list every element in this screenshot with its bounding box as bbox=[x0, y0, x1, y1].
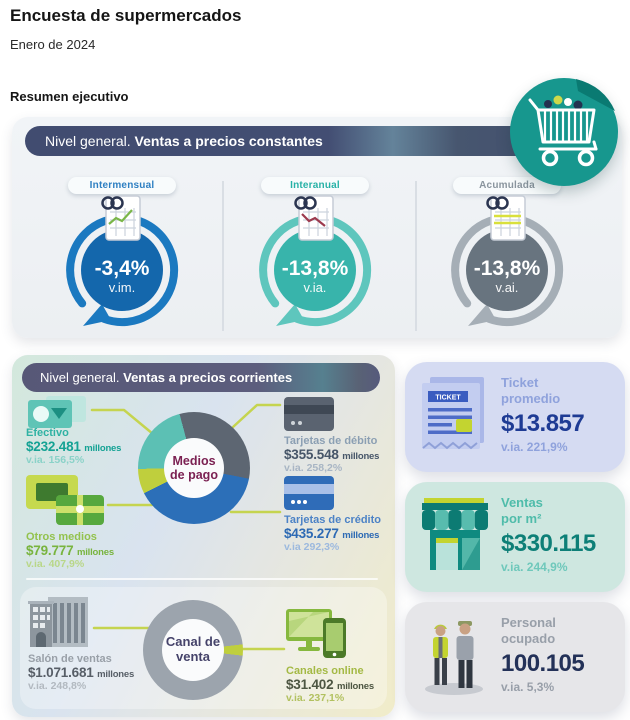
header-title: Ventas a precios corrientes bbox=[123, 370, 293, 385]
card-ticket-promedio: TICKET Ticket promedio $13.857 v.ia. 221… bbox=[405, 362, 625, 472]
payment-donut-center-label: Medios de pago bbox=[170, 454, 218, 482]
channel-amount: $1.071.681 bbox=[28, 665, 94, 680]
payment-variation: v.ia. 156,5% bbox=[26, 454, 85, 466]
page-period: Enero de 2024 bbox=[10, 37, 96, 52]
payment-unit: millones bbox=[84, 443, 122, 454]
channel-unit: millones bbox=[336, 681, 374, 692]
page-title: Encuesta de supermercados bbox=[10, 6, 242, 25]
gauge-label-interanual: Interanual bbox=[261, 177, 369, 194]
card-label: promedio bbox=[501, 391, 561, 406]
store-building-icon bbox=[28, 597, 88, 647]
channel-name: Salón de ventas bbox=[28, 653, 112, 665]
card-value: $13.857 bbox=[501, 410, 585, 437]
payment-unit: millones bbox=[76, 547, 114, 558]
payment-donut-hole: Medios de pago bbox=[164, 438, 224, 498]
current-prices-header: Nivel general. Ventas a precios corrient… bbox=[22, 363, 380, 392]
column-divider bbox=[222, 181, 224, 331]
channel-item-online: Canales online $31.402 millones v.ia. 23… bbox=[286, 665, 374, 704]
header-prefix: Nivel general. bbox=[45, 133, 131, 149]
channel-item-salon: Salón de ventas $1.071.681 millones v.ia… bbox=[28, 653, 134, 692]
gauge-value: -13,8% bbox=[474, 257, 541, 280]
payment-name: Otros medios bbox=[26, 531, 97, 543]
payment-amount: $79.777 bbox=[26, 543, 74, 558]
payment-variation: v.ia. 258,2% bbox=[284, 462, 343, 474]
payment-donut: Medios de pago bbox=[138, 412, 250, 524]
gauge-value: -13,8% bbox=[282, 257, 349, 280]
card-value: $330.115 bbox=[501, 530, 596, 557]
channel-name: Canales online bbox=[286, 665, 364, 677]
channel-ring-hole: Canal de venta bbox=[162, 619, 224, 681]
card-label: Ventas bbox=[501, 495, 543, 510]
payment-amount: $435.277 bbox=[284, 526, 339, 541]
shopping-cart-icon bbox=[528, 79, 615, 167]
gauge-value: -3,4% bbox=[95, 257, 150, 280]
debit-card-icon bbox=[284, 397, 334, 431]
gauge-acumulada: -13,8% v.ai. bbox=[451, 195, 564, 327]
section-divider bbox=[26, 578, 378, 580]
channel-amount: $31.402 bbox=[286, 677, 334, 692]
payment-variation: v.ia 292,3% bbox=[284, 541, 340, 553]
gauge-label-intermensual: Intermensual bbox=[68, 177, 176, 194]
current-prices-panel: Nivel general. Ventas a precios corrient… bbox=[12, 355, 395, 717]
header-title: Ventas a precios constantes bbox=[134, 133, 323, 149]
channel-variation: v.ia. 237,1% bbox=[286, 692, 345, 704]
section-heading: Resumen ejecutivo bbox=[10, 89, 129, 104]
credit-card-icon bbox=[284, 476, 334, 510]
cart-badge bbox=[510, 78, 618, 186]
channel-ring: Canal de venta bbox=[143, 600, 243, 700]
payment-name: Tarjetas de crédito bbox=[284, 514, 381, 526]
card-variation: v.ia. 221,9% bbox=[501, 440, 568, 454]
payment-unit: millones bbox=[342, 451, 380, 462]
gauge-caption: v.ia. bbox=[304, 280, 327, 295]
gauge-caption: v.ai. bbox=[496, 280, 519, 295]
card-variation: v.ia. 5,3% bbox=[501, 680, 555, 694]
report-sheet-icon bbox=[486, 195, 526, 241]
receipt-icon-text: TICKET bbox=[435, 395, 461, 402]
payment-item-efectivo: Efectivo $232.481 millones v.ia. 156,5% bbox=[26, 427, 121, 466]
card-value: 100.105 bbox=[501, 650, 585, 677]
payment-amount: $232.481 bbox=[26, 439, 81, 454]
card-personal-ocupado: Personal ocupado 100.105 v.ia. 5,3% bbox=[405, 602, 625, 712]
card-ventas-por-m2: Ventas por m² $330.115 v.ia. 244,9% bbox=[405, 482, 625, 592]
gauge-intermensual: -3,4% v.im. bbox=[66, 195, 179, 327]
workers-icon bbox=[425, 621, 483, 695]
banknote-icon bbox=[28, 396, 86, 428]
storefront-icon bbox=[422, 498, 488, 570]
payment-item-credito: Tarjetas de crédito $435.277 millones v.… bbox=[284, 514, 381, 553]
card-label: Personal bbox=[501, 615, 556, 630]
gauge-interanual: -13,8% v.ia. bbox=[259, 195, 372, 327]
column-divider bbox=[415, 181, 417, 331]
report-chart-up-icon bbox=[101, 195, 141, 241]
devices-icon bbox=[286, 609, 346, 658]
constant-prices-header: Nivel general. Ventas a precios constant… bbox=[25, 126, 609, 156]
wallet-giftcard-icon bbox=[26, 475, 104, 525]
header-prefix: Nivel general. bbox=[40, 370, 120, 385]
connector-lines bbox=[90, 403, 286, 651]
card-label: ocupado bbox=[501, 631, 556, 646]
card-variation: v.ia. 244,9% bbox=[501, 560, 568, 574]
gauge-caption: v.im. bbox=[109, 280, 135, 295]
payment-name: Tarjetas de débito bbox=[284, 435, 378, 447]
card-label: Ticket bbox=[501, 375, 539, 390]
channel-unit: millones bbox=[97, 669, 135, 680]
card-label: por m² bbox=[501, 511, 542, 526]
payment-variation: v.ia. 407,9% bbox=[26, 558, 85, 570]
payment-unit: millones bbox=[342, 530, 380, 541]
gauge-label-acumulada: Acumulada bbox=[453, 177, 561, 194]
payment-amount: $355.548 bbox=[284, 447, 339, 462]
payment-item-otros-medios: Otros medios $79.777 millones v.ia. 407,… bbox=[26, 531, 114, 570]
channel-variation: v.ia. 248,8% bbox=[28, 680, 87, 692]
receipt-icon: TICKET bbox=[422, 377, 484, 450]
payment-name: Efectivo bbox=[26, 427, 69, 439]
report-chart-down-icon bbox=[294, 195, 334, 241]
channel-ring-center-label: Canal de venta bbox=[165, 634, 221, 664]
payment-item-debito: Tarjetas de débito $355.548 millones v.i… bbox=[284, 435, 379, 474]
